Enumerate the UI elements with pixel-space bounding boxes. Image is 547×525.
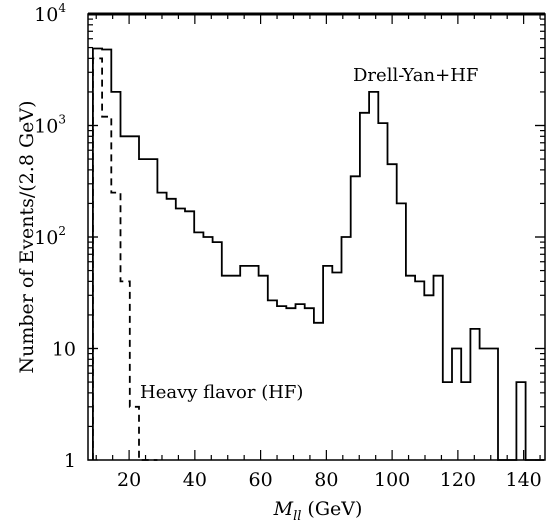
y-tick-label: 104: [34, 1, 66, 26]
x-axis-title-subscript: ll: [293, 509, 301, 524]
x-axis-title-symbol: M: [273, 498, 294, 520]
x-tick-label: 80: [314, 469, 338, 491]
y-tick-label-exponent: 4: [58, 1, 66, 15]
x-tick-label: 140: [505, 469, 541, 491]
y-axis-title: Number of Events/(2.8 GeV): [16, 100, 38, 373]
y-tick-label-base: 10: [34, 227, 58, 249]
series-drell-yan-hf: [92, 47, 544, 461]
y-tick-label-base: 10: [34, 116, 58, 138]
x-tick-label: 60: [249, 469, 273, 491]
y-tick-label-exponent: 3: [58, 113, 66, 127]
x-tick-label: 40: [183, 469, 207, 491]
y-tick-label: 102: [34, 224, 66, 249]
y-tick-label-base: 1: [64, 450, 76, 472]
y-tick-label-exponent: 2: [58, 224, 66, 238]
y-tick-label: 103: [34, 113, 66, 138]
annotation-drell-yan: Drell-Yan+HF: [353, 65, 478, 86]
y-tick-label: 1: [64, 450, 76, 472]
x-tick-label: 100: [374, 469, 410, 491]
series-layer: [92, 47, 544, 461]
x-axis-title: Mll (GeV): [273, 498, 363, 524]
x-axis-title-unit: (GeV): [301, 498, 362, 520]
y-tick-label-base: 10: [52, 339, 76, 361]
x-tick-label: 120: [440, 469, 476, 491]
y-tick-label-base: 10: [34, 4, 58, 26]
series-heavy-flavor: [92, 57, 158, 461]
annotation-heavy-flavor: Heavy flavor (HF): [140, 382, 303, 403]
x-tick-label: 20: [117, 469, 141, 491]
y-tick-label: 10: [52, 339, 76, 361]
